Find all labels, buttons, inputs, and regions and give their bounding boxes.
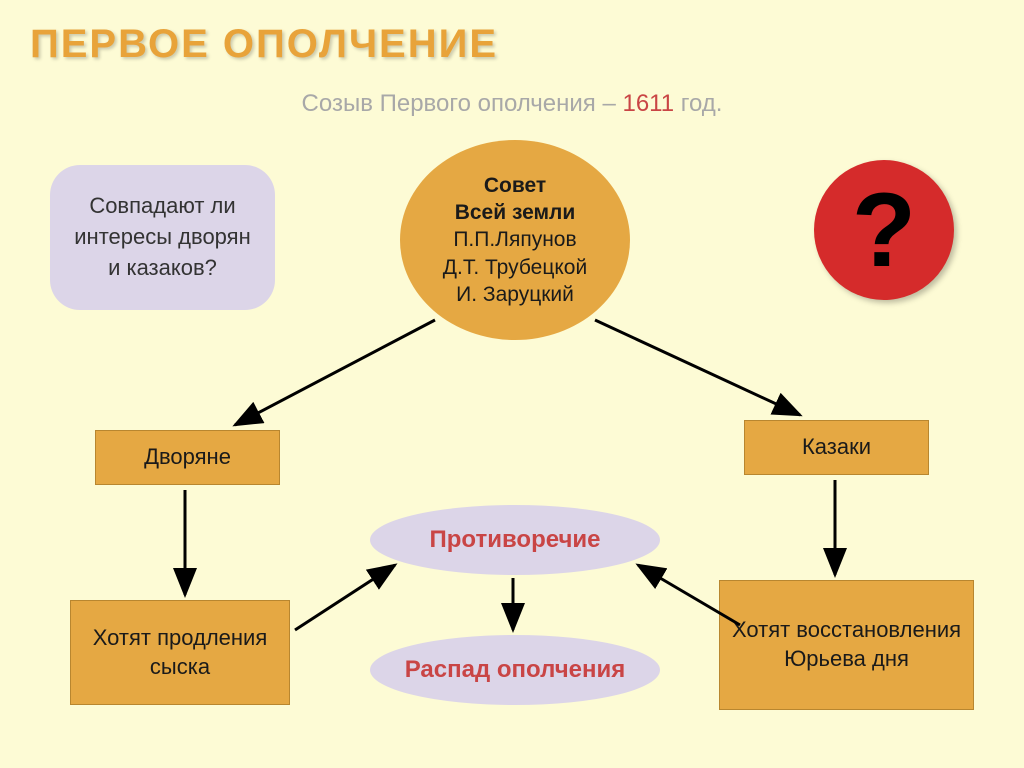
page-title: ПЕРВОЕ ОПОЛЧЕНИЕ: [30, 22, 498, 67]
arrow-council-to-kazaki: [595, 320, 800, 415]
subtitle-year: 1611: [622, 90, 674, 117]
council-line1: Совет: [484, 172, 546, 199]
subtitle: Созыв Первого ополчения – 1611 год.: [0, 90, 1024, 118]
question-box: Совпадают ли интересы дворяни казаков?: [50, 165, 275, 310]
dvoryane-want-box: Хотят продления сыска: [70, 600, 290, 705]
question-mark-circle: ?: [814, 160, 954, 300]
subtitle-prefix: Созыв Первого ополчения –: [302, 90, 623, 117]
council-circle: Совет Всей земли П.П.Ляпунов Д.Т. Трубец…: [400, 140, 630, 340]
dvoryane-box: Дворяне: [95, 430, 280, 485]
council-line2: Всей земли: [455, 199, 576, 226]
arrow-dvoryane-want-to-contradiction: [295, 565, 395, 630]
council-line4: Д.Т. Трубецкой: [443, 254, 587, 281]
contradiction-ellipse: Противоречие: [370, 505, 660, 575]
question-mark-icon: ?: [852, 178, 916, 283]
council-line5: И. Заруцкий: [456, 281, 574, 308]
kazaki-want-box: Хотят восстановления Юрьева дня: [719, 580, 974, 710]
subtitle-suffix: год.: [674, 90, 722, 117]
arrow-council-to-dvoryane: [235, 320, 435, 425]
collapse-ellipse: Распад ополчения: [370, 635, 660, 705]
council-line3: П.П.Ляпунов: [453, 226, 576, 253]
kazaki-box: Казаки: [744, 420, 929, 475]
